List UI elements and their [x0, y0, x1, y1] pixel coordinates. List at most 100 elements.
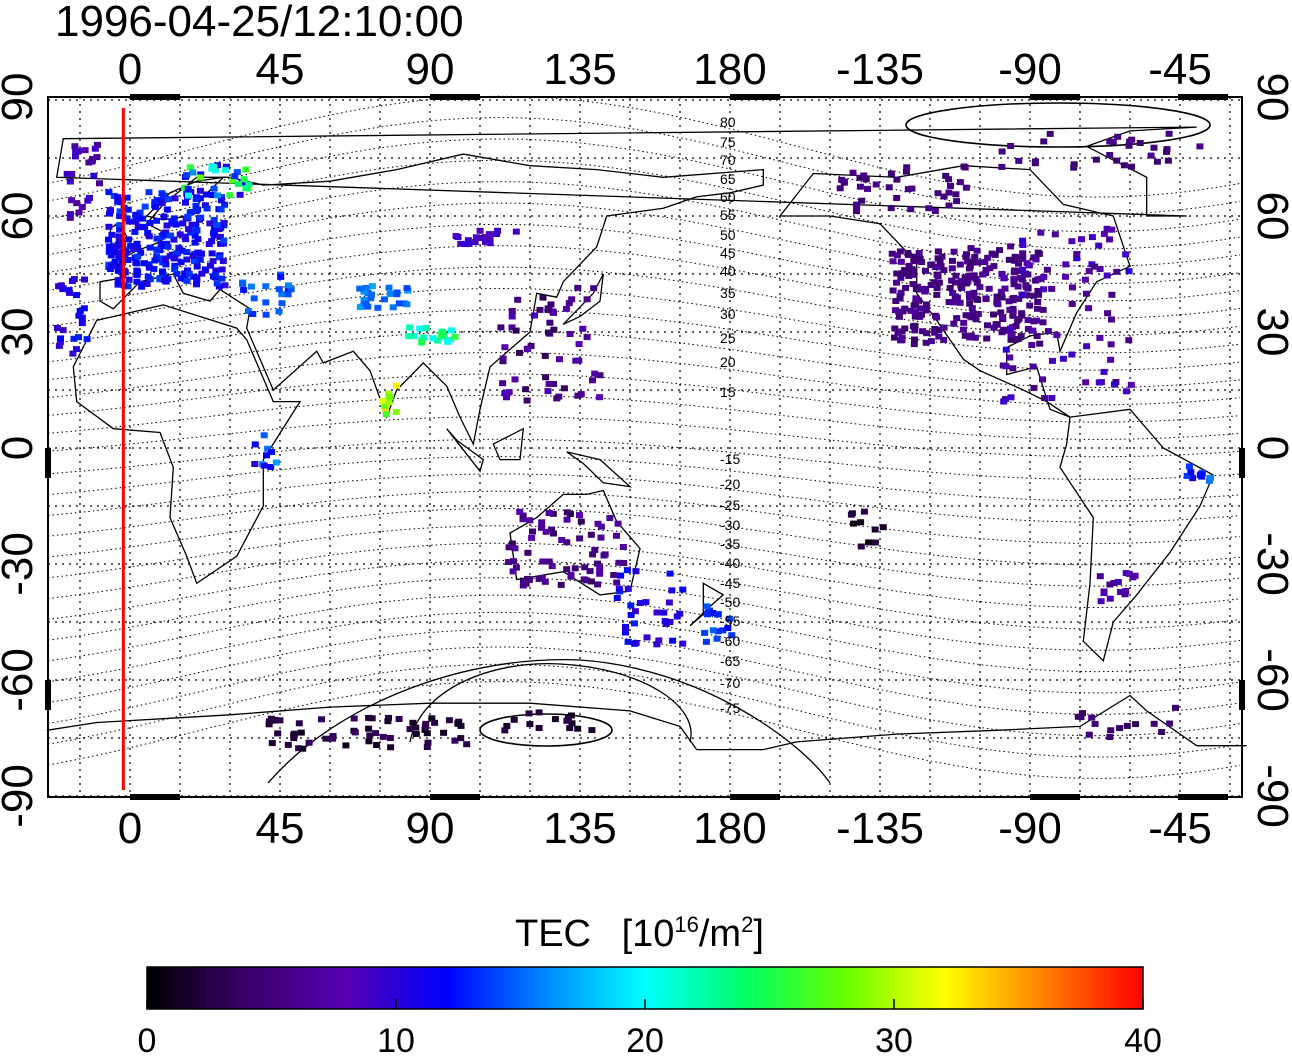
top-lon-tick-label: 180 — [693, 45, 766, 94]
tec-cell — [902, 285, 909, 291]
tec-cell — [923, 330, 931, 337]
tec-cell — [945, 189, 953, 196]
tec-cell — [220, 237, 228, 244]
tec-cell — [1025, 262, 1033, 269]
tec-cell — [1010, 281, 1018, 288]
tec-cell — [226, 192, 234, 199]
tec-cell — [547, 301, 555, 308]
tec-cell — [1001, 285, 1009, 292]
tec-cell — [108, 231, 116, 238]
tec-cell — [1205, 477, 1213, 484]
tec-cell — [454, 720, 462, 727]
left-lat-tick-label: -60 — [0, 648, 42, 712]
tec-cell — [970, 272, 978, 279]
tec-cell — [153, 246, 161, 253]
tec-cell — [73, 346, 80, 353]
tec-cell — [167, 232, 175, 239]
tec-cell — [111, 248, 118, 254]
tec-cell — [1000, 398, 1008, 405]
tec-cell — [342, 742, 350, 749]
tec-cell — [182, 199, 189, 206]
tec-cell — [1046, 130, 1054, 137]
tec-cell — [290, 730, 298, 737]
tec-cell — [181, 233, 189, 240]
tec-cell — [55, 342, 63, 349]
tec-cell — [131, 229, 139, 235]
left-lat-tick-label: 0 — [0, 436, 42, 460]
tec-cell — [123, 194, 131, 201]
tec-cell — [1083, 343, 1091, 350]
tec-cell — [857, 519, 865, 526]
tec-cell — [1011, 253, 1019, 260]
tec-cell — [568, 296, 576, 303]
tec-cell — [549, 510, 557, 517]
tec-cell — [141, 260, 148, 267]
right-lat-tick-label: -90 — [1248, 764, 1292, 828]
tec-cell — [114, 194, 122, 201]
tec-cell — [1085, 268, 1093, 275]
tec-cell — [922, 307, 930, 314]
tec-cell — [927, 282, 935, 288]
tec-cell — [617, 572, 625, 579]
tec-cell — [904, 250, 912, 256]
magnetic-latitude-label: 30 — [720, 306, 736, 322]
magnetic-latitude-contours — [47, 95, 1241, 784]
tec-cell — [1095, 242, 1103, 249]
tec-cell — [1122, 251, 1130, 258]
tec-cell — [240, 176, 248, 183]
tec-cell — [73, 200, 81, 207]
tec-cell — [1069, 284, 1076, 291]
tec-cell — [212, 267, 220, 274]
tec-cell — [1026, 302, 1034, 309]
tec-cell — [201, 202, 209, 209]
tec-cell — [574, 284, 582, 291]
tec-cell — [116, 212, 124, 219]
tec-cell — [566, 725, 574, 732]
tec-cell — [412, 731, 420, 737]
tec-cell — [982, 266, 990, 273]
tec-cell — [66, 178, 74, 185]
tec-cell — [379, 398, 386, 405]
tec-cell — [1123, 722, 1131, 729]
tec-cell — [911, 309, 919, 316]
tec-cell — [964, 278, 972, 285]
tec-cell — [482, 238, 489, 245]
tec-cell — [614, 520, 622, 527]
tec-cell — [998, 148, 1006, 155]
tec-cell — [542, 528, 550, 535]
tec-cell — [956, 179, 964, 186]
tec-cell — [423, 744, 431, 750]
tec-cell — [75, 334, 82, 341]
tec-cell — [203, 191, 210, 198]
tec-cell — [985, 285, 993, 292]
tec-cell — [1088, 714, 1096, 721]
magnetic-latitude-label: 15 — [720, 384, 736, 400]
tec-cell — [967, 259, 975, 266]
right-lat-tick-label: -60 — [1248, 648, 1292, 712]
tec-cell — [912, 295, 920, 302]
tec-cell — [903, 270, 911, 277]
tec-cell — [1104, 310, 1112, 317]
tec-cell — [964, 258, 971, 265]
magnetic-latitude-label: -65 — [720, 653, 740, 669]
tec-cell — [966, 300, 974, 307]
contour-line — [47, 245, 1241, 319]
tec-cell — [171, 195, 179, 202]
tec-cell — [1109, 139, 1117, 145]
tec-cell — [550, 326, 558, 333]
tec-cell — [183, 249, 191, 256]
bottom-edge-bar — [130, 794, 180, 800]
tec-cell — [192, 221, 200, 228]
tec-cell — [245, 181, 253, 188]
tec-cell — [949, 289, 957, 296]
tec-cell — [887, 170, 895, 177]
tec-cell — [214, 192, 221, 199]
tec-cell — [864, 185, 871, 192]
tec-cell — [151, 257, 159, 264]
tec-cell — [170, 236, 178, 243]
tec-cell — [1197, 471, 1205, 478]
tec-cell — [163, 222, 171, 229]
tec-cell — [476, 235, 483, 241]
tec-cell — [171, 255, 179, 262]
